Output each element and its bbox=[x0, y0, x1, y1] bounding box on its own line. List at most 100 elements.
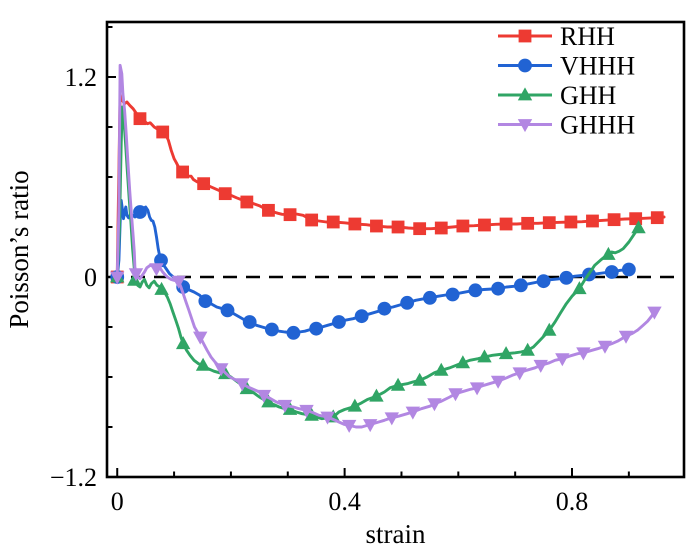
series-VHHH-marker bbox=[445, 287, 460, 302]
series-RHH-marker bbox=[176, 165, 190, 179]
series-RHH-marker bbox=[391, 220, 405, 234]
series-RHH-marker bbox=[456, 219, 470, 233]
series-RHH-marker bbox=[326, 215, 340, 229]
series-VHHH-marker bbox=[264, 322, 279, 337]
series-GHH-marker bbox=[369, 388, 384, 402]
series-GHHH-marker bbox=[235, 378, 250, 392]
series-RHH-marker bbox=[413, 222, 427, 236]
series-GHHH-marker bbox=[512, 367, 527, 381]
series-VHHH-marker bbox=[559, 270, 574, 285]
series-GHH-marker bbox=[520, 342, 535, 356]
series-RHH-marker bbox=[156, 125, 170, 139]
legend-marker-GHHH bbox=[517, 119, 533, 133]
legend-label-RHH: RHH bbox=[560, 22, 615, 51]
legend-label-GHHH: GHHH bbox=[560, 111, 635, 140]
series-VHHH-marker bbox=[422, 290, 437, 305]
series-GHHH-marker bbox=[405, 406, 421, 420]
legend-marker-VHHH bbox=[518, 58, 532, 73]
series-VHHH-marker bbox=[309, 321, 324, 336]
series-GHH-marker bbox=[282, 401, 298, 415]
series-GHHH-marker bbox=[128, 268, 144, 282]
series-GHHH-marker bbox=[149, 263, 164, 277]
series-GHHH-marker bbox=[448, 388, 463, 402]
series-GHHH-marker bbox=[320, 411, 335, 425]
series-VHHH-marker bbox=[354, 309, 369, 324]
series-GHHH-marker bbox=[618, 330, 634, 344]
series-VHHH-marker bbox=[242, 315, 257, 329]
series-VHHH-marker bbox=[468, 283, 483, 298]
plot-border bbox=[105, 20, 686, 479]
y-tick-label: 1.2 bbox=[65, 63, 98, 92]
series-GHHH-marker bbox=[214, 363, 229, 377]
series-GHH-marker bbox=[572, 281, 587, 295]
series-GHHH-marker bbox=[533, 359, 548, 373]
series-RHH-marker bbox=[586, 214, 599, 228]
series-VHHH-marker bbox=[220, 303, 235, 318]
series-RHH-marker bbox=[348, 217, 362, 231]
series-RHH-marker bbox=[218, 187, 232, 201]
series-GHH-marker bbox=[434, 362, 449, 376]
series-GHH-marker bbox=[304, 407, 319, 421]
series-GHH-marker bbox=[154, 281, 169, 295]
series-GHHH-marker bbox=[256, 389, 272, 403]
series-VHHH-marker bbox=[377, 301, 392, 316]
series-VHHH-marker bbox=[286, 325, 301, 340]
series-GHH-marker bbox=[412, 372, 427, 386]
x-tick-label: 0.8 bbox=[556, 487, 589, 516]
series-VHHH-marker bbox=[491, 281, 506, 296]
series-GHH-marker bbox=[127, 272, 142, 286]
series-GHH-marker bbox=[631, 220, 646, 234]
series-VHHH-marker bbox=[133, 205, 147, 219]
series-RHH-marker bbox=[542, 216, 556, 230]
series-GHH-marker bbox=[195, 357, 211, 371]
legend-marker-GHH bbox=[517, 87, 533, 101]
series-GHHH-marker bbox=[299, 404, 314, 418]
series-RHH-marker bbox=[305, 213, 319, 227]
series-VHHH-marker bbox=[198, 294, 213, 309]
series-GHHH-marker bbox=[490, 375, 506, 389]
series-VHHH-marker bbox=[621, 262, 636, 277]
series-RHH-marker bbox=[564, 215, 578, 229]
legend-marker-RHH bbox=[518, 29, 532, 43]
y-tick-label: −1.2 bbox=[50, 463, 97, 492]
series-GHHH-marker bbox=[469, 382, 485, 396]
series-RHH-marker bbox=[607, 213, 621, 227]
series-GHHH-marker bbox=[576, 347, 591, 361]
series-GHH-marker bbox=[390, 377, 406, 391]
x-tick-label: 0 bbox=[111, 487, 124, 516]
series-GHH-marker bbox=[261, 394, 276, 408]
y-tick-label: 0 bbox=[84, 263, 97, 292]
series-RHH-marker bbox=[283, 208, 297, 222]
series-GHH-line bbox=[115, 105, 640, 421]
series-RHH-marker bbox=[521, 216, 535, 230]
series-GHH-marker bbox=[498, 346, 514, 360]
series-RHH-marker bbox=[629, 212, 643, 226]
series-GHHH-marker bbox=[384, 412, 400, 426]
series-RHH-marker bbox=[478, 218, 491, 232]
series-GHH-marker bbox=[601, 246, 616, 260]
series-GHH-marker bbox=[455, 355, 471, 369]
series-RHH-marker bbox=[262, 203, 275, 217]
series-GHH-marker bbox=[347, 398, 363, 412]
y-axis-label: Poisson’s ratio bbox=[4, 170, 34, 328]
legend-label-VHHH: VHHH bbox=[560, 52, 635, 81]
series-VHHH-marker bbox=[604, 265, 619, 279]
series-RHH-marker bbox=[650, 211, 664, 225]
series-RHH-marker bbox=[240, 195, 254, 209]
series-RHH-marker bbox=[499, 217, 513, 231]
x-axis-label: strain bbox=[366, 519, 426, 549]
series-GHHH-marker bbox=[193, 331, 208, 345]
series-GHHH-marker bbox=[597, 340, 613, 354]
series-RHH-marker bbox=[370, 219, 383, 233]
series-GHH-marker bbox=[542, 322, 557, 336]
series-VHHH-marker bbox=[513, 278, 528, 293]
series-VHHH-marker bbox=[536, 274, 551, 289]
series-VHHH-marker bbox=[332, 315, 346, 329]
series-GHHH-marker bbox=[647, 306, 662, 320]
series-GHHH-marker bbox=[110, 271, 125, 285]
series-RHH-marker bbox=[133, 112, 147, 126]
series-GHHH-marker bbox=[171, 275, 186, 289]
series-GHHH-marker bbox=[277, 399, 293, 413]
legend-label-GHH: GHH bbox=[560, 81, 617, 110]
